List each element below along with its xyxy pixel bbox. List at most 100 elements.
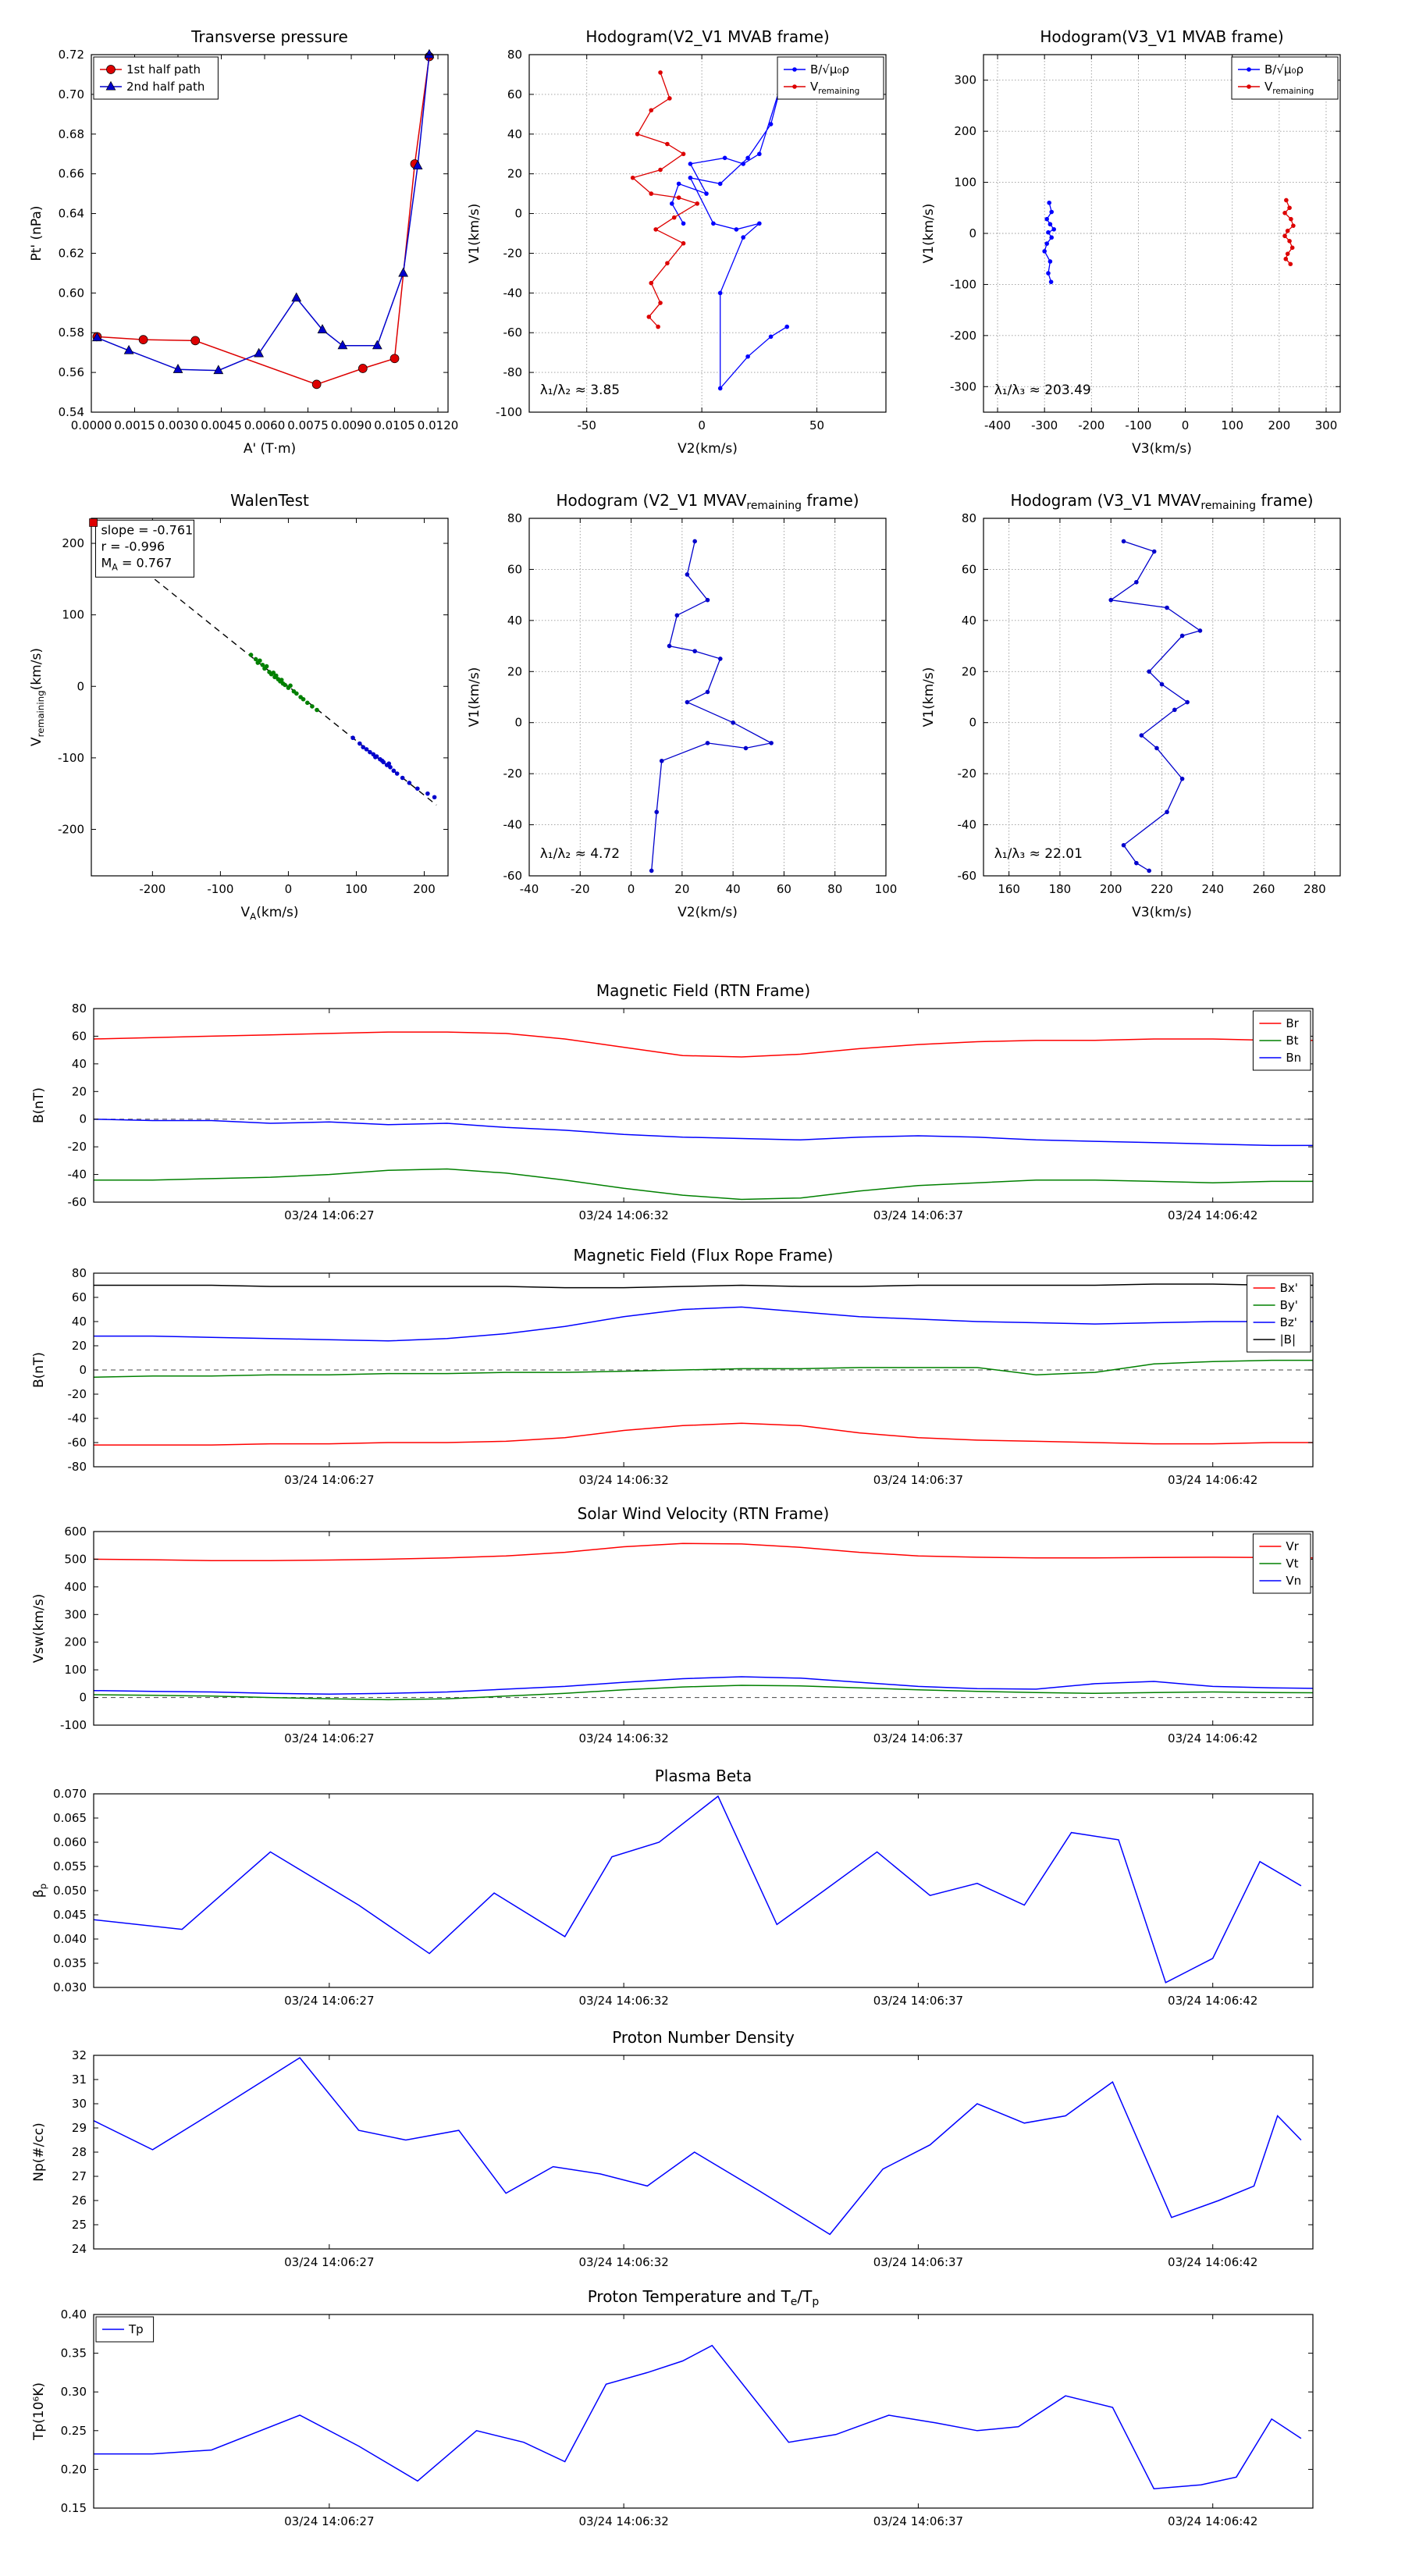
svg-text:100: 100 <box>1221 418 1243 432</box>
svg-text:-100: -100 <box>950 277 976 291</box>
svg-text:0.0015: 0.0015 <box>114 418 155 432</box>
svg-text:03/24 14:06:32: 03/24 14:06:32 <box>578 2514 668 2528</box>
svg-text:A' (T·m): A' (T·m) <box>244 441 296 457</box>
svg-text:03/24 14:06:27: 03/24 14:06:27 <box>284 1473 374 1487</box>
svg-text:V1(km/s): V1(km/s) <box>467 204 482 264</box>
panel-proton-density: 03/24 14:06:27 03/24 14:06:32 03/24 14:06:… <box>0 2015 1405 2296</box>
svg-text:80: 80 <box>72 1266 87 1280</box>
svg-text:-40: -40 <box>503 286 523 300</box>
chart-hodogram-v2v1-mvab: -50 0 50 -100 -80 -60 -40 -20 0 20 40 60 80 Hodogram(… <box>467 27 887 457</box>
svg-text:0.035: 0.035 <box>53 1956 87 1970</box>
svg-text:V3(km/s): V3(km/s) <box>1132 441 1192 457</box>
svg-text:B/√μ₀ρ: B/√μ₀ρ <box>810 62 849 76</box>
svg-text:200: 200 <box>62 536 84 550</box>
svg-text:60: 60 <box>507 87 522 101</box>
svg-text:-200: -200 <box>58 822 84 836</box>
svg-text:0.065: 0.065 <box>53 1811 87 1825</box>
svg-text:100: 100 <box>64 1663 87 1677</box>
chart-hodogram-v2v1-mvav: -40 -20 0 20 40 60 80 100-60-40-20020406080Hodo… <box>467 491 897 920</box>
svg-text:60: 60 <box>777 882 791 896</box>
svg-text:Vsw(km/s): Vsw(km/s) <box>31 1594 47 1663</box>
panel-hodogram-v3v1-mvab: -400 -300 -200 -100 0 100 200 300 -300 -200 -100 0 1… <box>894 14 1362 475</box>
svg-text:0: 0 <box>698 418 706 432</box>
svg-text:280: 280 <box>1304 882 1326 896</box>
svg-text:-60: -60 <box>68 1436 87 1450</box>
svg-text:03/24 14:06:27: 03/24 14:06:27 <box>284 2514 374 2528</box>
svg-text:-40: -40 <box>520 882 539 896</box>
svg-text:0.54: 0.54 <box>59 405 84 419</box>
svg-text:Vn: Vn <box>1286 1574 1301 1588</box>
svg-text:-40: -40 <box>68 1411 87 1425</box>
svg-text:32: 32 <box>72 2048 87 2062</box>
svg-text:1st half path: 1st half path <box>126 62 201 76</box>
svg-text:-20: -20 <box>503 767 523 781</box>
svg-text:Vr: Vr <box>1286 1539 1299 1553</box>
svg-text:03/24 14:06:27: 03/24 14:06:27 <box>284 1208 374 1222</box>
svg-text:0: 0 <box>1182 418 1190 432</box>
svg-text:0: 0 <box>969 716 976 730</box>
chart-velocity-rtn: 03/24 14:06:27 03/24 14:06:32 03/24 14:06:… <box>31 1504 1314 1745</box>
panel-bfield-fluxrope: 03/24 14:06:27 03/24 14:06:32 03/24 14:06:… <box>0 1233 1405 1514</box>
svg-text:V1(km/s): V1(km/s) <box>921 667 937 728</box>
chart-plasma-beta: 03/24 14:06:27 03/24 14:06:32 03/24 14:06:… <box>31 1767 1314 2008</box>
chart-transverse-pressure: 0.0000 0.0015 0.0030 0.0045 0.0060 0.0075 0.00… <box>29 27 458 457</box>
svg-text:0.25: 0.25 <box>61 2424 87 2438</box>
svg-text:Magnetic Field (RTN Frame): Magnetic Field (RTN Frame) <box>596 981 810 1000</box>
svg-text:0.0060: 0.0060 <box>244 418 286 432</box>
svg-text:slope = -0.761: slope = -0.761 <box>101 522 193 537</box>
panel-proton-temperature: 03/24 14:06:27 03/24 14:06:32 03/24 14:06:… <box>0 2274 1405 2555</box>
svg-text:40: 40 <box>507 127 522 141</box>
svg-text:20: 20 <box>72 1339 87 1353</box>
svg-text:80: 80 <box>827 882 842 896</box>
chart-hodogram-v3v1-mvab: -400 -300 -200 -100 0 100 200 300 -300 -200 -100 0 1… <box>921 27 1341 457</box>
svg-text:-40: -40 <box>68 1168 87 1182</box>
svg-text:-60: -60 <box>68 1195 87 1209</box>
svg-text:Proton Number Density: Proton Number Density <box>612 2028 795 2047</box>
svg-text:0.68: 0.68 <box>59 127 84 141</box>
svg-text:0.58: 0.58 <box>59 326 84 340</box>
svg-text:-200: -200 <box>950 329 976 343</box>
svg-text:V2(km/s): V2(km/s) <box>678 441 738 457</box>
svg-text:80: 80 <box>507 511 522 525</box>
svg-text:60: 60 <box>962 562 976 576</box>
svg-text:0.045: 0.045 <box>53 1908 87 1922</box>
svg-text:0.040: 0.040 <box>53 1932 87 1946</box>
svg-text:-60: -60 <box>503 326 523 340</box>
svg-text:03/24 14:06:27: 03/24 14:06:27 <box>284 2255 374 2269</box>
svg-text:V2(km/s): V2(km/s) <box>678 905 738 920</box>
svg-text:0.64: 0.64 <box>59 207 84 221</box>
svg-text:300: 300 <box>64 1607 87 1621</box>
svg-text:0.055: 0.055 <box>53 1859 87 1873</box>
svg-text:λ₁/λ₃ ≈ 22.01: λ₁/λ₃ ≈ 22.01 <box>994 846 1083 862</box>
svg-text:Plasma Beta: Plasma Beta <box>655 1767 752 1785</box>
chart-proton-temperature: 03/24 14:06:27 03/24 14:06:32 03/24 14:06:… <box>31 2287 1314 2528</box>
svg-text:Magnetic Field (Flux Rope Fram: Magnetic Field (Flux Rope Frame) <box>574 1246 834 1265</box>
svg-text:Bt: Bt <box>1286 1034 1298 1048</box>
svg-text:80: 80 <box>962 511 976 525</box>
svg-text:-300: -300 <box>1031 418 1058 432</box>
svg-text:-60: -60 <box>958 869 977 883</box>
svg-text:0.66: 0.66 <box>59 167 84 181</box>
svg-text:B/√μ₀ρ: B/√μ₀ρ <box>1264 62 1304 76</box>
svg-text:60: 60 <box>72 1290 87 1304</box>
svg-text:0: 0 <box>79 1691 87 1705</box>
svg-text:03/24 14:06:32: 03/24 14:06:32 <box>578 1731 668 1745</box>
svg-text:50: 50 <box>809 418 824 432</box>
svg-text:Vt: Vt <box>1286 1557 1298 1571</box>
svg-text:03/24 14:06:42: 03/24 14:06:42 <box>1168 1208 1257 1222</box>
svg-text:0.0075: 0.0075 <box>287 418 329 432</box>
svg-text:0.0105: 0.0105 <box>374 418 415 432</box>
svg-text:0.15: 0.15 <box>61 2501 87 2515</box>
svg-text:-40: -40 <box>958 818 977 832</box>
svg-text:Vremaining(km/s): Vremaining(km/s) <box>29 648 46 746</box>
svg-text:03/24 14:06:42: 03/24 14:06:42 <box>1168 1731 1257 1745</box>
svg-text:0.20: 0.20 <box>61 2462 87 2476</box>
svg-text:80: 80 <box>72 1002 87 1016</box>
svg-text:27: 27 <box>72 2169 87 2183</box>
svg-text:λ₁/λ₃ ≈ 203.49: λ₁/λ₃ ≈ 203.49 <box>994 382 1091 398</box>
svg-text:r = -0.996: r = -0.996 <box>101 539 165 553</box>
svg-text:Proton Temperature and Te/Tp: Proton Temperature and Te/Tp <box>588 2287 820 2308</box>
svg-text:B(nT): B(nT) <box>31 1352 47 1388</box>
chart-bfield-fluxrope: 03/24 14:06:27 03/24 14:06:32 03/24 14:06:… <box>31 1246 1314 1487</box>
chart-proton-density: 03/24 14:06:27 03/24 14:06:32 03/24 14:06:… <box>31 2028 1314 2269</box>
